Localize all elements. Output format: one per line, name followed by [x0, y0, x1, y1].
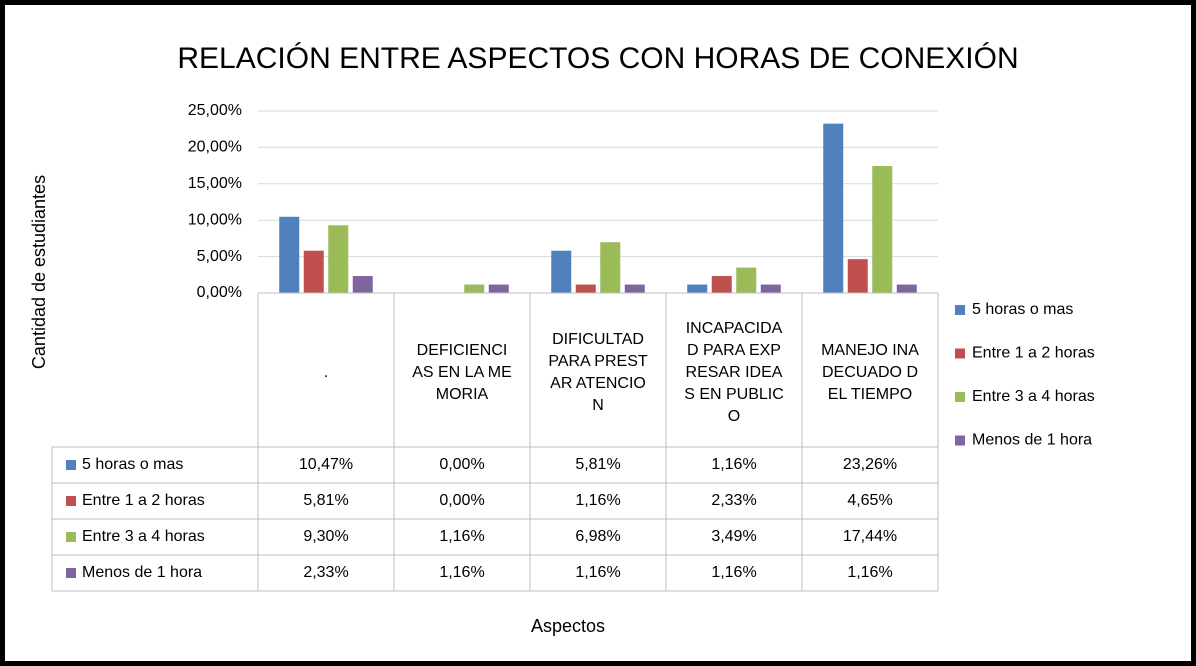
chart-area	[5, 5, 1191, 661]
category-label: .	[323, 364, 329, 381]
category-label: MANEJO INADECUADO DEL TIEMPO	[821, 342, 919, 403]
row-label: Entre 3 a 4 horas	[82, 528, 205, 545]
table-value: 2,33%	[303, 564, 348, 581]
legend-swatch	[955, 305, 965, 315]
legend-swatch	[955, 435, 965, 446]
bar	[279, 216, 300, 293]
legend-swatch	[66, 568, 76, 578]
y-axis-title: Cantidad de estudiantes	[29, 175, 49, 369]
table-value: 1,16%	[439, 564, 484, 581]
legend-swatch	[66, 532, 76, 542]
table-value: 1,16%	[439, 528, 484, 545]
y-tick-label: 15,00%	[188, 175, 242, 192]
bar	[847, 259, 868, 293]
category-label: INCAPACIDAD PARA EXPRESAR IDEAS EN PUBLI…	[684, 320, 784, 425]
bar	[687, 284, 708, 293]
x-axis-title: Aspectos	[531, 616, 605, 636]
y-tick-label: 25,00%	[188, 102, 242, 119]
y-tick-label: 10,00%	[188, 211, 242, 228]
bar	[352, 276, 373, 293]
bar	[464, 284, 485, 293]
legend-swatch	[955, 392, 965, 402]
table-value: 23,26%	[843, 456, 897, 473]
bar	[711, 276, 732, 293]
bar	[624, 284, 645, 293]
legend-label: Entre 3 a 4 horas	[972, 388, 1095, 405]
legend-label: Menos de 1 hora	[972, 432, 1092, 449]
table-value: 2,33%	[711, 492, 756, 509]
bar	[575, 284, 596, 293]
bar	[760, 284, 781, 293]
table-value: 10,47%	[299, 456, 353, 473]
table-value: 3,49%	[711, 528, 756, 545]
bar	[872, 166, 893, 293]
bar	[823, 123, 844, 293]
table-value: 1,16%	[847, 564, 892, 581]
chart-title: RELACIÓN ENTRE ASPECTOS CON HORAS DE CON…	[177, 42, 1018, 75]
y-tick-label: 5,00%	[197, 248, 242, 265]
table-value: 5,81%	[575, 456, 620, 473]
legend-swatch	[66, 496, 76, 506]
bar	[896, 284, 917, 293]
legend-swatch	[955, 348, 965, 359]
legend-label: Entre 1 a 2 horas	[972, 345, 1095, 362]
row-label: Menos de 1 hora	[82, 564, 202, 581]
y-tick-label: 0,00%	[197, 284, 242, 301]
table-value: 1,16%	[575, 492, 620, 509]
category-label: DEFICIENCIAS EN LA MEMORIA	[412, 342, 512, 403]
table-value: 4,65%	[847, 492, 892, 509]
table-value: 0,00%	[439, 456, 484, 473]
category-label: DIFICULTAD PARA PRESTAR ATENCION	[548, 331, 648, 414]
table-value: 1,16%	[575, 564, 620, 581]
table-value: 6,98%	[575, 528, 620, 545]
table-value: 17,44%	[843, 528, 897, 545]
bar	[488, 284, 509, 293]
bar	[736, 267, 757, 293]
y-tick-label: 20,00%	[188, 139, 242, 156]
table-value: 1,16%	[711, 564, 756, 581]
bar	[551, 250, 572, 293]
bar	[600, 242, 621, 293]
row-label: Entre 1 a 2 horas	[82, 492, 205, 509]
legend-swatch	[66, 460, 76, 470]
table-value: 0,00%	[439, 492, 484, 509]
bar	[303, 250, 324, 293]
table-value: 1,16%	[711, 456, 756, 473]
table-value: 9,30%	[303, 528, 348, 545]
bar	[328, 225, 349, 293]
legend-label: 5 horas o mas	[972, 301, 1073, 318]
table-value: 5,81%	[303, 492, 348, 509]
row-label: 5 horas o mas	[82, 456, 183, 473]
